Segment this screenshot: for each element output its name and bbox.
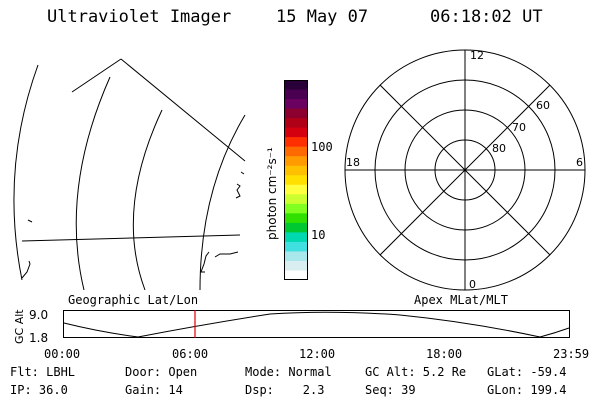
grid-meridian	[120, 58, 246, 162]
ip-info: IP: 36.0	[10, 383, 68, 397]
orbit-y-axis-label: GC Alt	[13, 309, 26, 344]
grid-arc	[75, 76, 111, 290]
colorbar-stripe	[284, 89, 308, 100]
colorbar-stripe	[284, 80, 308, 91]
colorbar-stripe	[284, 137, 308, 148]
colorbar-unit-label: photon cm⁻²s⁻¹	[265, 147, 279, 240]
geographic-latitude-info: GLat: -59.4	[487, 365, 567, 379]
colorbar-stripe	[284, 108, 308, 119]
mlt-label-18: 18	[346, 156, 360, 169]
coastline	[240, 171, 245, 175]
orbit-altitude-strip: GC Alt 9.0 1.8	[13, 308, 570, 345]
colorbar-stripe	[284, 99, 308, 110]
colorbar-stripe	[284, 203, 308, 214]
colorbar-tick-10: 10	[311, 228, 326, 242]
orbit-y-min-label: 1.8	[29, 331, 48, 345]
colorbar-stripe	[284, 184, 308, 195]
dsp-info: Dsp: 2.3	[245, 383, 325, 397]
time-tick-2359: 23:59	[553, 347, 590, 361]
grid-arc	[13, 64, 39, 281]
filter-info: Flt: LBHL	[10, 365, 76, 379]
grid-parallel	[21, 234, 241, 242]
observation-time: 06:18:02 UT	[430, 7, 543, 27]
mlt-label-0: 0	[469, 278, 476, 291]
geographic-panel-label: Geographic Lat/Lon	[68, 293, 199, 307]
polar-mlt-plot: 12 18 6 0 60 70 80	[344, 49, 586, 291]
lat-label-60: 60	[536, 99, 550, 112]
mlt-label-12: 12	[470, 49, 484, 62]
observation-date: 15 May 07	[276, 7, 369, 27]
colorbar-stripe	[284, 118, 308, 129]
geographic-map-panel	[13, 58, 246, 290]
mlt-diagonal	[379, 84, 551, 256]
colorbar-unit-label-wrap: photon cm⁻²s⁻¹	[265, 147, 279, 240]
apex-panel-label: Apex MLat/MLT	[414, 293, 508, 307]
lat-label-70: 70	[512, 121, 526, 134]
colorbar-stripe	[284, 194, 308, 205]
colorbar-stripe	[284, 156, 308, 167]
time-tick-0000: 00:00	[44, 347, 81, 361]
intensity-colorbar	[284, 80, 308, 280]
colorbar-stripe	[284, 165, 308, 176]
colorbar-stripe	[284, 175, 308, 186]
colorbar-stripe	[284, 251, 308, 262]
colorbar-stripe	[284, 260, 308, 272]
sequence-info: Seq: 39	[365, 383, 416, 397]
coastline	[235, 183, 241, 199]
coastline	[200, 251, 210, 273]
door-info: Door: Open	[125, 365, 198, 379]
grid-arc	[132, 109, 163, 290]
lat-label-80: 80	[492, 142, 506, 155]
coastline	[214, 251, 239, 258]
time-tick-0600: 06:00	[172, 347, 209, 361]
mode-info: Mode: Normal	[245, 365, 332, 379]
time-tick-1200: 12:00	[299, 347, 336, 361]
gain-info: Gain: 14	[125, 383, 183, 397]
grid-meridian	[71, 58, 122, 93]
colorbar-stripe	[284, 270, 308, 280]
orbit-frame	[63, 310, 570, 338]
colorbar-tick-100: 100	[311, 140, 333, 154]
colorbar-stripe	[284, 222, 308, 233]
altitude-curve	[63, 311, 570, 338]
colorbar-stripe	[284, 213, 308, 224]
instrument-title: Ultraviolet Imager	[47, 7, 232, 27]
colorbar-stripe	[284, 241, 308, 253]
orbit-y-max-label: 9.0	[29, 308, 48, 322]
grid-arc	[199, 114, 246, 290]
coastline	[27, 219, 33, 223]
gc-altitude-info: GC Alt: 5.2 Re	[365, 365, 467, 379]
geographic-longitude-info: GLon: 199.4	[487, 383, 567, 397]
colorbar-stripe	[284, 146, 308, 157]
mlt-label-6: 6	[576, 156, 583, 169]
time-tick-1800: 18:00	[426, 347, 463, 361]
colorbar-stripe	[284, 127, 308, 138]
coastline	[21, 260, 31, 279]
colorbar-stripe	[284, 232, 308, 243]
